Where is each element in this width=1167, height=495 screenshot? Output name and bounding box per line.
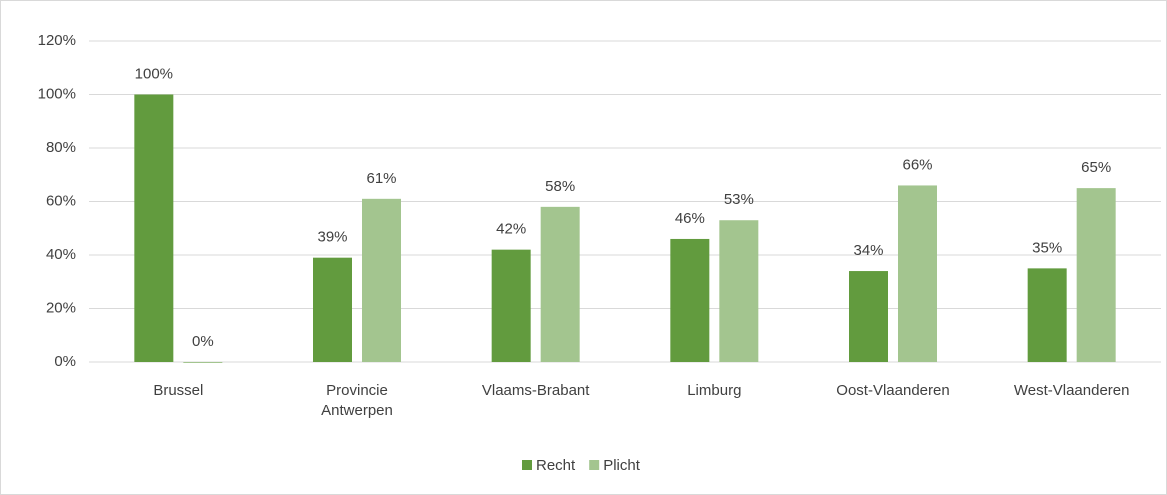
x-tick-label: Limburg xyxy=(687,382,742,399)
y-tick-label: 120% xyxy=(38,32,76,49)
bar xyxy=(313,257,352,362)
bar xyxy=(670,238,710,362)
data-label: 34% xyxy=(853,242,883,259)
data-label: 35% xyxy=(1032,239,1062,256)
legend-label: Plicht xyxy=(603,457,641,474)
bar xyxy=(719,220,759,362)
data-label: 61% xyxy=(366,170,396,187)
data-label: 39% xyxy=(317,229,347,246)
x-tick-label: Vlaams-Brabant xyxy=(481,382,590,399)
data-label: 42% xyxy=(496,221,526,238)
x-tick-label: Oost-Vlaanderen xyxy=(836,382,950,399)
y-tick-label: 100% xyxy=(38,85,76,102)
y-tick-label: 80% xyxy=(46,139,76,156)
legend-label: Recht xyxy=(536,457,576,474)
y-tick-label: 0% xyxy=(54,353,76,370)
legend-swatch xyxy=(589,460,600,470)
bar xyxy=(491,249,531,362)
x-tick-label: Provincie Antwerpen xyxy=(321,382,393,419)
y-tick-label: 20% xyxy=(46,299,76,316)
data-label: 58% xyxy=(545,178,575,195)
bar xyxy=(898,185,937,362)
data-label: 46% xyxy=(675,210,705,227)
y-tick-label: 60% xyxy=(46,192,76,209)
data-label: 65% xyxy=(1081,159,1111,176)
bar xyxy=(849,271,888,362)
bar xyxy=(1027,268,1067,362)
bar xyxy=(134,94,174,362)
bar xyxy=(1076,188,1116,362)
bar xyxy=(540,206,580,362)
data-label: 100% xyxy=(135,65,173,82)
data-label: 66% xyxy=(902,156,932,173)
legend-swatch xyxy=(522,460,532,470)
data-label: 53% xyxy=(724,191,754,208)
data-label: 0% xyxy=(192,333,214,350)
x-tick-label: Brussel xyxy=(153,382,204,399)
x-tick-label: West-Vlaanderen xyxy=(1013,382,1130,399)
bar xyxy=(183,362,223,363)
y-tick-label: 40% xyxy=(46,246,76,263)
bar xyxy=(362,198,401,362)
